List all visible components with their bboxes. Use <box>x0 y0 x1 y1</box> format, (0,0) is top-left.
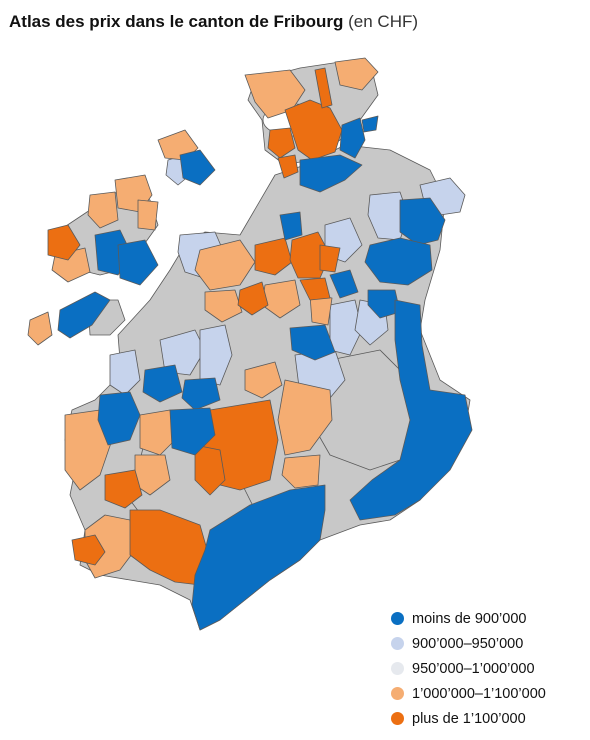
region-light-orange <box>334 57 379 91</box>
region-dark-blue <box>117 239 159 286</box>
region-light-orange <box>277 379 333 456</box>
legend-item-cat3: 950’000–1’000’000 <box>391 656 546 681</box>
region-light-orange <box>204 289 243 323</box>
regions-dark-blue <box>57 115 473 631</box>
legend-dot-cat2 <box>391 637 404 650</box>
legend-item-cat1: moins de 900’000 <box>391 606 546 631</box>
region-dark-orange <box>277 154 299 179</box>
title-unit: (en CHF) <box>348 12 419 31</box>
region-dark-blue <box>399 197 446 246</box>
region-dark-blue <box>57 291 111 339</box>
region-light-orange <box>139 409 176 456</box>
region-dark-blue <box>299 154 363 193</box>
region-dark-blue <box>279 211 303 241</box>
map-title: Atlas des prix dans le canton de Fribour… <box>9 12 418 32</box>
region-dark-orange <box>254 237 293 276</box>
legend-label-cat3: 950’000–1’000’000 <box>412 660 535 677</box>
region-dark-blue <box>361 115 379 133</box>
region-dark-blue <box>289 324 336 361</box>
region-dark-blue <box>339 117 366 159</box>
region-dark-blue <box>181 377 221 411</box>
region-dark-orange <box>314 67 333 109</box>
region-dark-blue <box>191 484 326 631</box>
region-light-orange <box>137 199 159 231</box>
region-dark-blue <box>364 237 433 286</box>
region-dark-orange <box>299 277 331 301</box>
region-light-orange <box>87 191 119 229</box>
region-dark-orange <box>267 127 296 159</box>
legend-item-cat2: 900’000–950’000 <box>391 631 546 656</box>
legend-label-cat1: moins de 900’000 <box>412 610 527 627</box>
region-dark-orange <box>194 444 226 496</box>
legend-item-cat5: plus de 1’100’000 <box>391 706 546 731</box>
region-dark-blue <box>367 289 401 319</box>
region-light-orange <box>244 361 283 399</box>
region-light-blue <box>199 324 233 386</box>
region-dark-orange <box>319 244 341 273</box>
region-dark-blue <box>169 407 216 456</box>
legend-label-cat4: 1’000’000–1’100’000 <box>412 685 546 702</box>
legend-label-cat2: 900’000–950’000 <box>412 635 524 652</box>
region-dark-orange <box>71 534 106 566</box>
legend-dot-cat5 <box>391 712 404 725</box>
region-dark-blue <box>97 391 141 446</box>
legend-item-cat4: 1’000’000–1’100’000 <box>391 681 546 706</box>
map-legend: moins de 900’000 900’000–950’000 950’000… <box>391 606 546 731</box>
region-dark-orange <box>104 469 143 509</box>
legend-dot-cat1 <box>391 612 404 625</box>
region-dark-orange <box>47 224 81 261</box>
regions-dark-orange <box>47 67 343 586</box>
region-dark-orange <box>284 99 343 161</box>
region-dark-orange <box>237 281 269 316</box>
region-light-orange <box>194 239 256 291</box>
regions-light-orange <box>27 57 379 579</box>
region-light-orange <box>27 311 53 346</box>
legend-dot-cat3 <box>391 662 404 675</box>
region-light-blue <box>109 349 141 396</box>
region-dark-blue <box>349 299 473 521</box>
region-dark-blue <box>179 149 216 186</box>
legend-dot-cat4 <box>391 687 404 700</box>
region-dark-blue <box>329 269 359 299</box>
title-text: Atlas des prix dans le canton de Fribour… <box>9 12 344 31</box>
region-light-orange <box>281 454 321 489</box>
legend-label-cat5: plus de 1’100’000 <box>412 710 526 727</box>
region-dark-blue <box>142 364 183 403</box>
